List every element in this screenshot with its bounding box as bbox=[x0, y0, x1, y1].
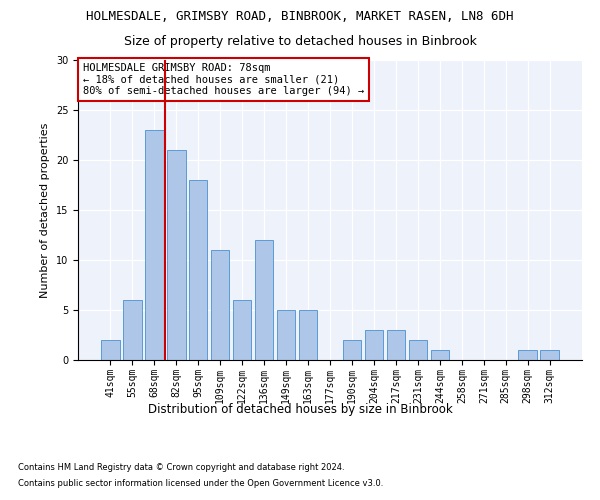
Bar bbox=[255, 240, 274, 360]
Bar bbox=[101, 340, 119, 360]
Y-axis label: Number of detached properties: Number of detached properties bbox=[40, 122, 50, 298]
Bar bbox=[211, 250, 229, 360]
Bar bbox=[431, 350, 449, 360]
Bar bbox=[299, 310, 317, 360]
Bar bbox=[233, 300, 251, 360]
Text: HOLMESDALE, GRIMSBY ROAD, BINBROOK, MARKET RASEN, LN8 6DH: HOLMESDALE, GRIMSBY ROAD, BINBROOK, MARK… bbox=[86, 10, 514, 23]
Bar bbox=[167, 150, 185, 360]
Text: Contains public sector information licensed under the Open Government Licence v3: Contains public sector information licen… bbox=[18, 479, 383, 488]
Bar bbox=[189, 180, 208, 360]
Bar bbox=[518, 350, 537, 360]
Bar bbox=[123, 300, 142, 360]
Bar bbox=[145, 130, 164, 360]
Text: Size of property relative to detached houses in Binbrook: Size of property relative to detached ho… bbox=[124, 35, 476, 48]
Bar bbox=[343, 340, 361, 360]
Bar bbox=[277, 310, 295, 360]
Bar bbox=[386, 330, 405, 360]
Text: Contains HM Land Registry data © Crown copyright and database right 2024.: Contains HM Land Registry data © Crown c… bbox=[18, 462, 344, 471]
Text: Distribution of detached houses by size in Binbrook: Distribution of detached houses by size … bbox=[148, 402, 452, 415]
Bar bbox=[409, 340, 427, 360]
Text: HOLMESDALE GRIMSBY ROAD: 78sqm
← 18% of detached houses are smaller (21)
80% of : HOLMESDALE GRIMSBY ROAD: 78sqm ← 18% of … bbox=[83, 63, 364, 96]
Bar bbox=[541, 350, 559, 360]
Bar bbox=[365, 330, 383, 360]
